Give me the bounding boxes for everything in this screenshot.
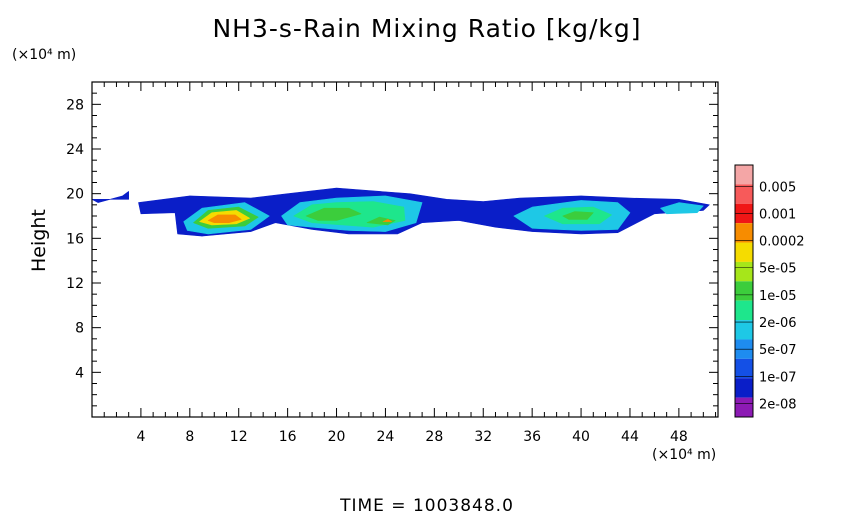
colorbar-label-4: 1e-05: [759, 289, 797, 304]
y-tick-label-6: 28: [66, 97, 84, 113]
x-tick-label-7: 32: [474, 429, 492, 445]
colorbar-label-6: 5e-07: [759, 343, 797, 358]
x-tick-label-4: 20: [328, 429, 346, 445]
y-tick-label-0: 4: [75, 365, 84, 381]
y-tick-label-1: 8: [75, 321, 84, 337]
colorbar-swatch-10: [735, 358, 753, 379]
data-region-14: [382, 219, 392, 222]
colorbar-swatch-0: [735, 165, 753, 185]
colorbar-swatch-1: [735, 184, 753, 204]
y-tick-label-3: 16: [66, 231, 84, 247]
y-tick-label-5: 24: [66, 142, 84, 158]
x-tick-label-9: 40: [572, 429, 590, 445]
colorbar-label-8: 2e-08: [759, 397, 797, 412]
colorbar-frame: [734, 164, 754, 418]
colorbar-swatch-5: [735, 261, 753, 282]
colorbar-swatch-12: [735, 397, 753, 417]
plot-frame: [91, 81, 719, 418]
x-tick-label-2: 12: [230, 429, 248, 445]
data-region-10: [366, 216, 396, 226]
colorbar-label-5: 2e-06: [759, 316, 797, 331]
x-tick-label-1: 8: [185, 429, 194, 445]
x-tick-label-0: 4: [136, 429, 145, 445]
x-tick-label-8: 36: [523, 429, 541, 445]
colorbar-label-0: 0.005: [759, 180, 796, 195]
time-footer: TIME = 1003848.0: [340, 496, 514, 516]
colorbar-swatch-7: [735, 300, 753, 321]
colorbar-swatch-6: [735, 281, 753, 301]
x-tick-label-11: 48: [670, 429, 688, 445]
y-tick-label-2: 12: [66, 276, 84, 292]
colorbar-label-2: 0.0002: [759, 235, 805, 250]
data-region-13: [207, 214, 242, 223]
x-tick-label-10: 44: [621, 429, 639, 445]
data-region-11: [562, 211, 594, 220]
chart-title: NH3-s-Rain Mixing Ratio [kg/kg]: [212, 14, 642, 43]
y-axis-unit: (×10⁴ m): [12, 47, 77, 63]
colorbar-swatch-11: [735, 378, 753, 398]
colorbar-label-7: 1e-07: [759, 370, 797, 385]
data-region-0: [91, 191, 129, 203]
data-region-9: [305, 207, 362, 221]
colorbar-swatch-3: [735, 223, 753, 243]
x-tick-label-3: 16: [279, 429, 297, 445]
colorbar-label-1: 0.001: [759, 207, 796, 222]
y-tick-label-4: 20: [66, 187, 84, 203]
colorbar-label-3: 5e-05: [759, 262, 797, 277]
colorbar-swatch-8: [735, 320, 753, 340]
x-tick-label-5: 24: [377, 429, 395, 445]
colorbar-swatch-4: [735, 242, 753, 262]
data-region-5: [660, 202, 704, 215]
x-axis-unit: (×10⁴ m): [652, 447, 717, 463]
x-tick-label-6: 28: [425, 429, 443, 445]
